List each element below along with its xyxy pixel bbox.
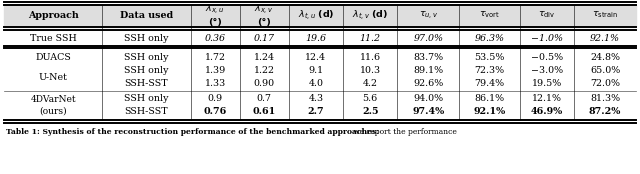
Text: 4.0: 4.0	[308, 79, 323, 88]
Text: 1.39: 1.39	[204, 66, 226, 75]
Text: 0.90: 0.90	[253, 79, 275, 88]
Text: 92.1%: 92.1%	[590, 34, 620, 43]
Text: −1.0%: −1.0%	[531, 34, 563, 43]
Text: 83.7%: 83.7%	[413, 53, 444, 61]
Text: 0.61: 0.61	[253, 107, 276, 116]
Text: 81.3%: 81.3%	[590, 94, 620, 103]
Text: SSH-SST: SSH-SST	[125, 79, 168, 88]
Text: Data used: Data used	[120, 10, 173, 19]
Text: True SSH: True SSH	[29, 34, 76, 43]
Text: 97.4%: 97.4%	[412, 107, 444, 116]
Text: 79.4%: 79.4%	[474, 79, 504, 88]
Text: −0.5%: −0.5%	[531, 53, 563, 61]
Text: 2.7: 2.7	[308, 107, 324, 116]
Bar	[4, 30, 636, 120]
Text: Table 1: Synthesis of the reconstruction performance of the benchmarked approach: Table 1: Synthesis of the reconstruction…	[6, 128, 380, 136]
Text: 53.5%: 53.5%	[474, 53, 505, 61]
Text: 12.1%: 12.1%	[532, 94, 562, 103]
Text: 24.8%: 24.8%	[590, 53, 620, 61]
Text: −3.0%: −3.0%	[531, 66, 563, 75]
Text: Approach: Approach	[28, 10, 79, 19]
Text: 19.5%: 19.5%	[532, 79, 562, 88]
Text: 0.17: 0.17	[253, 34, 275, 43]
Text: $\tau_{u,v}$: $\tau_{u,v}$	[419, 9, 438, 21]
Text: $\tau_{\mathrm{strain}}$: $\tau_{\mathrm{strain}}$	[592, 10, 618, 20]
Text: SSH only: SSH only	[124, 66, 168, 75]
Text: 96.3%: 96.3%	[474, 34, 504, 43]
Text: DUACS: DUACS	[35, 53, 71, 61]
Text: 1.24: 1.24	[253, 53, 275, 61]
Text: 2.5: 2.5	[362, 107, 378, 116]
Text: 4DVarNet
(ours): 4DVarNet (ours)	[30, 95, 76, 115]
Text: 46.9%: 46.9%	[531, 107, 563, 116]
Text: 72.3%: 72.3%	[474, 66, 504, 75]
Text: U-Net: U-Net	[38, 73, 67, 81]
Text: $\lambda_{x,v}$
(°): $\lambda_{x,v}$ (°)	[255, 3, 274, 27]
Text: $\tau_{\mathrm{div}}$: $\tau_{\mathrm{div}}$	[538, 10, 556, 20]
Text: $\tau_{\mathrm{vort}}$: $\tau_{\mathrm{vort}}$	[479, 10, 500, 20]
Text: 10.3: 10.3	[360, 66, 381, 75]
Text: SSH only: SSH only	[124, 94, 168, 103]
Text: SSH-SST: SSH-SST	[125, 107, 168, 116]
Text: 65.0%: 65.0%	[590, 66, 620, 75]
Text: $\lambda_{t,u}$ (d): $\lambda_{t,u}$ (d)	[298, 8, 334, 22]
Text: 92.1%: 92.1%	[474, 107, 506, 116]
Text: 1.33: 1.33	[204, 79, 226, 88]
Text: 4.3: 4.3	[308, 94, 323, 103]
Text: 4.2: 4.2	[363, 79, 378, 88]
Text: SSH only: SSH only	[124, 34, 168, 43]
Text: 11.2: 11.2	[360, 34, 381, 43]
Text: 5.6: 5.6	[363, 94, 378, 103]
Text: 97.0%: 97.0%	[413, 34, 444, 43]
Text: SSH only: SSH only	[124, 53, 168, 61]
Text: we report the performance: we report the performance	[351, 128, 457, 136]
Text: 92.6%: 92.6%	[413, 79, 444, 88]
Text: 12.4: 12.4	[305, 53, 326, 61]
Text: $\lambda_{x,u}$
(°): $\lambda_{x,u}$ (°)	[205, 3, 225, 27]
Text: 9.1: 9.1	[308, 66, 323, 75]
Text: 0.9: 0.9	[207, 94, 223, 103]
Text: 19.6: 19.6	[305, 34, 326, 43]
Text: 0.7: 0.7	[257, 94, 271, 103]
Text: 0.36: 0.36	[205, 34, 225, 43]
Text: 86.1%: 86.1%	[474, 94, 504, 103]
Text: 87.2%: 87.2%	[589, 107, 621, 116]
Text: 0.76: 0.76	[204, 107, 227, 116]
Text: 1.72: 1.72	[205, 53, 225, 61]
Text: 11.6: 11.6	[360, 53, 381, 61]
Bar	[4, 5, 636, 27]
Text: 1.22: 1.22	[253, 66, 275, 75]
Text: 94.0%: 94.0%	[413, 94, 444, 103]
Text: 89.1%: 89.1%	[413, 66, 444, 75]
Text: 72.0%: 72.0%	[590, 79, 620, 88]
Text: $\lambda_{t,v}$ (d): $\lambda_{t,v}$ (d)	[352, 8, 388, 22]
